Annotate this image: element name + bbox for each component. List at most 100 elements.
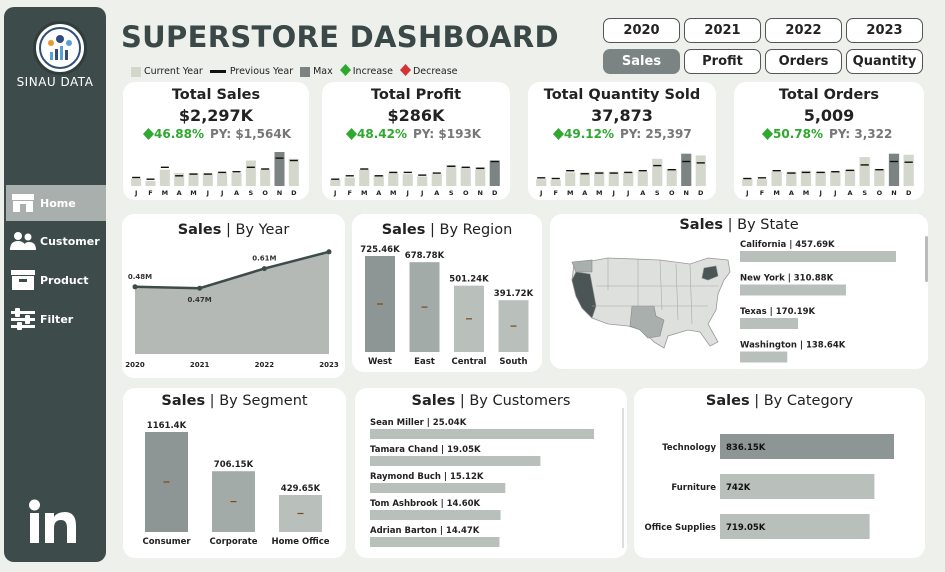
scrollbar[interactable]: [622, 408, 624, 548]
kpi-card-sales: Total Sales $2,297K 46.88% PY: $1,564K J…: [123, 82, 309, 200]
month-label: M: [773, 189, 779, 197]
nav-filter[interactable]: Filter: [6, 301, 106, 337]
x-tick-label: 2021: [190, 361, 210, 369]
nav-home[interactable]: Home: [6, 185, 106, 221]
month-bar: [695, 155, 706, 186]
month-bar: [274, 152, 285, 186]
bar: [720, 474, 875, 499]
metric-button-quantity[interactable]: Quantity: [846, 49, 923, 74]
data-label: Sean Miller | 25.04K: [370, 418, 467, 428]
category-label: Office Supplies: [645, 523, 716, 533]
month-label: O: [262, 189, 268, 197]
month-bar: [131, 178, 142, 186]
month-label: M: [390, 189, 396, 197]
category-label: Furniture: [671, 483, 716, 493]
data-label: Tom Ashbrook | 14.60K: [370, 499, 481, 509]
kpi-change-pct: 48.42%: [357, 127, 407, 141]
month-label: J: [333, 189, 336, 197]
nav-product[interactable]: Product: [6, 262, 106, 298]
month-label: N: [277, 189, 282, 197]
month-label: J: [420, 189, 423, 197]
increase-icon: [553, 128, 564, 140]
month-bar: [231, 173, 242, 186]
month-label: S: [248, 189, 253, 197]
bar: [740, 251, 896, 262]
data-label: 836.15K: [726, 443, 766, 453]
chart-title: Sales | By Region: [381, 222, 513, 238]
year-line: [134, 250, 330, 290]
kpi-prev-year: PY: $1,564K: [209, 127, 292, 141]
bar: [370, 537, 500, 547]
data-label: 725.46K: [360, 245, 400, 255]
month-label: J: [220, 189, 223, 197]
users-icon: [6, 231, 40, 251]
metric-button-orders[interactable]: Orders: [765, 49, 842, 74]
month-bar: [815, 171, 826, 186]
metric-button-sales[interactable]: Sales: [603, 49, 680, 74]
kpi-change-pct: 50.78%: [773, 127, 823, 141]
increase-icon: [339, 64, 351, 79]
year-point: [326, 249, 332, 255]
month-bar: [260, 169, 271, 186]
x-tick-label: 2020: [125, 361, 145, 369]
kpi-change: 48.42% PY: $193K: [346, 127, 481, 141]
month-bar: [859, 157, 870, 186]
year-button-2023[interactable]: 2023: [846, 18, 923, 43]
month-label: N: [891, 189, 896, 197]
month-bar: [681, 153, 692, 186]
chart-title: Sales | By Category: [705, 393, 854, 409]
month-bar: [565, 172, 576, 186]
data-label: 678.78K: [405, 251, 445, 261]
category-label: Consumer: [142, 537, 191, 547]
data-label: 429.65K: [281, 484, 321, 494]
metric-button-profit[interactable]: Profit: [684, 49, 761, 74]
sales-by-region-card: Sales | By Region 725.46K West 678.78K East…: [352, 214, 542, 372]
data-label: California | 457.69K: [740, 240, 835, 250]
kpi-card-quantity: Total Quantity Sold 37,873 49.12% PY: 25…: [528, 82, 716, 200]
chart-legend: Current Year Previous Year Max Increase …: [131, 64, 465, 79]
x-tick-label: 2022: [255, 361, 275, 369]
kpi-prev-year: PY: $193K: [412, 127, 482, 141]
scrollbar[interactable]: [925, 236, 928, 282]
data-label: 501.24K: [449, 275, 489, 285]
sidebar: SINAU DATA Home Customer Product Filter: [4, 7, 106, 562]
year-point: [261, 266, 267, 272]
month-label: J: [626, 189, 629, 197]
month-label: F: [348, 189, 352, 197]
month-label: F: [554, 189, 558, 197]
month-bar: [608, 171, 619, 186]
month-bar: [830, 171, 841, 186]
sales-by-segment-card: Sales | By Segment 1161.4K Consumer 706.15…: [123, 388, 346, 558]
sales-by-state-chart: California | 457.69K New York | 310.88K Te…: [740, 240, 896, 363]
data-label: Tamara Chand | 19.05K: [370, 445, 481, 455]
year-button-2020[interactable]: 2020: [603, 18, 680, 43]
month-bar: [460, 167, 471, 186]
legend-max: Max: [313, 66, 333, 77]
category-label: Home Office: [271, 537, 329, 547]
year-button-2022[interactable]: 2022: [765, 18, 842, 43]
month-label: M: [361, 189, 367, 197]
kpi-value: $2,297K: [178, 106, 254, 125]
category-label: West: [368, 357, 392, 367]
month-bar: [217, 173, 228, 186]
data-label: 742K: [726, 483, 751, 493]
month-bar: [536, 179, 547, 186]
sliders-icon: [6, 308, 40, 330]
data-label: Texas | 170.19K: [740, 307, 816, 317]
kpi-prev-year: PY: 3,322: [828, 127, 893, 141]
month-bar: [446, 164, 457, 186]
nav-customer[interactable]: Customer: [6, 223, 106, 259]
month-label: J: [833, 189, 836, 197]
sales-by-category-card: Sales | By Category 836.15K Technology 742…: [634, 388, 925, 558]
bar: [370, 510, 501, 520]
linkedin-icon[interactable]: [26, 499, 82, 555]
year-button-2021[interactable]: 2021: [684, 18, 761, 43]
month-label: J: [612, 189, 615, 197]
chart-title: Sales | By Segment: [161, 393, 308, 409]
bar: [740, 284, 846, 296]
data-label: 0.48M: [128, 273, 152, 281]
month-label: J: [406, 189, 409, 197]
month-bar: [475, 167, 486, 186]
